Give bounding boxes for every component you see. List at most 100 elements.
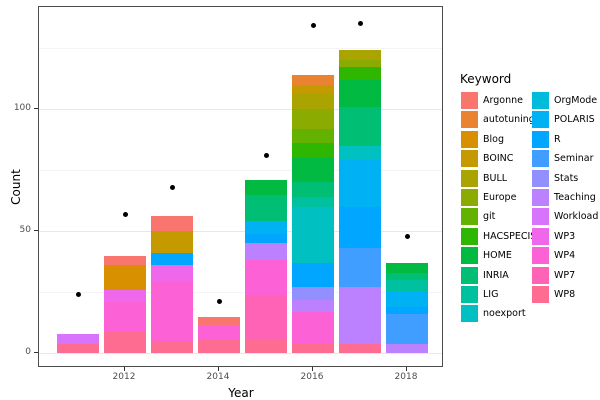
bar-2015-segment-WP8 [245, 338, 287, 354]
legend-swatch-git [461, 208, 478, 226]
bar-2016-segment-autotuning [292, 74, 334, 85]
bar-2016-segment-Teaching [292, 299, 334, 312]
legend-swatch-Teaching [532, 189, 549, 206]
point-2014 [216, 299, 222, 305]
bar-2018-segment-INRIA [386, 272, 428, 280]
legend-label-Argonne: Argonne [483, 95, 523, 106]
y-tick-label-50: 50 [19, 224, 31, 235]
gridline-major-0 [39, 353, 442, 355]
bar-2013-segment-WP4 [151, 282, 193, 342]
y-tick-mark-50 [34, 229, 38, 231]
bar-2016-segment-noexport [292, 206, 334, 263]
point-2018 [404, 233, 410, 239]
bar-2017-segment-BULL [339, 50, 381, 61]
legend-swatch-autotuning [461, 111, 478, 129]
bar-2016-segment-git [292, 128, 334, 144]
x-tick-label-2014: 2014 [206, 372, 230, 382]
legend-swatch-HOME [461, 247, 478, 265]
bar-2015-segment-WP7 [245, 294, 287, 339]
bar-2017-segment-HOME [339, 79, 381, 107]
y-tick-mark-100 [34, 107, 38, 109]
bar-2014-segment-WP8 [198, 338, 240, 354]
legend-label-Stats: Stats [554, 172, 579, 184]
y-tick-mark-0 [34, 351, 38, 353]
bar-2012-segment-WP8 [104, 331, 146, 354]
legend-label-Blog: Blog [483, 133, 504, 145]
x-tick-mark-2014 [217, 367, 219, 371]
legend-label-WP7: WP7 [554, 269, 576, 281]
bar-2017-segment-noexport [339, 145, 381, 161]
bar-2015-segment-HOME [245, 179, 287, 195]
bar-2015-segment-WP4 [245, 260, 287, 295]
legend-label-BOINC: BOINC [483, 153, 514, 165]
bar-2017-segment-POLARIS [339, 160, 381, 207]
x-tick-mark-2018 [405, 367, 407, 371]
point-2013 [169, 184, 175, 190]
legend-swatch-noexport [461, 305, 478, 323]
legend-label-WP3: WP3 [554, 230, 576, 242]
legend-label-Seminar: Seminar [554, 153, 594, 165]
legend-swatch-Stats [532, 169, 549, 187]
legend-label-WP8: WP8 [554, 289, 576, 300]
legend-swatch-Europe [461, 189, 478, 206]
gridline-major-100 [39, 109, 442, 110]
bar-2012-segment-Blog [104, 265, 146, 290]
bar-2018-segment-LIG [386, 280, 428, 293]
legend-label-POLARIS: POLARIS [554, 114, 595, 126]
bar-2016-segment-BULL [292, 94, 334, 109]
legend-label-OrgMode: OrgMode [554, 95, 598, 106]
plot-panel [38, 6, 443, 367]
bar-2017-segment-Seminar [339, 248, 381, 288]
bar-2016-segment-R [292, 262, 334, 288]
bar-2013-segment-BOINC [151, 231, 193, 254]
legend-swatch-HACSPECIS [461, 227, 478, 245]
x-tick-mark-2016 [311, 367, 313, 371]
bar-2017-segment-R [339, 206, 381, 249]
legend-swatch-WP3 [532, 227, 549, 245]
bar-2015-segment-Teaching [245, 243, 287, 261]
point-2012 [122, 211, 128, 217]
legend-swatch-LIG [461, 286, 478, 303]
gridline-major-50 [39, 231, 442, 233]
bar-2015-segment-R [245, 233, 287, 244]
bar-2013-segment-Argonne [151, 216, 193, 232]
bar-2015-segment-POLARIS [245, 221, 287, 234]
bar-2016-segment-HACSPECIS [292, 143, 334, 158]
bar-2016-segment-Stats [292, 287, 334, 300]
legend-label-BULL: BULL [483, 172, 508, 184]
bar-2017-segment-Teaching [339, 287, 381, 344]
bar-2016-segment-LIG [292, 196, 334, 207]
bar-2017-segment-Europe [339, 60, 381, 68]
bar-2017-segment-WP8 [339, 343, 381, 354]
bar-2012-segment-WP4 [104, 301, 146, 332]
legend-swatch-OrgMode [532, 92, 549, 109]
gridline-minor-125 [39, 47, 442, 49]
bar-2016-segment-BOINC [292, 84, 334, 95]
bar-2016-segment-Europe [292, 109, 334, 129]
bar-2012-segment-WP3 [104, 289, 146, 302]
legend-swatch-WP7 [532, 266, 549, 284]
legend-label-INRIA: INRIA [483, 269, 509, 281]
legend-swatch-BOINC [461, 150, 478, 168]
legend-swatch-POLARIS [532, 111, 549, 129]
legend-label-noexport: noexport [483, 308, 526, 320]
legend-swatch-Argonne [461, 92, 478, 109]
legend-label-git: git [483, 211, 496, 223]
bar-2016-segment-WP8 [292, 343, 334, 354]
legend-label-LIG: LIG [483, 289, 499, 300]
bar-2012-segment-Argonne [104, 255, 146, 266]
bar-2018-segment-R [386, 306, 428, 315]
bar-2013-segment-WP8 [151, 341, 193, 354]
x-tick-label-2012: 2012 [112, 372, 136, 382]
bar-2018-segment-Seminar [386, 314, 428, 344]
legend-label-HACSPECIS: HACSPECIS [483, 230, 537, 242]
point-2016 [310, 23, 316, 29]
y-tick-label-0: 0 [25, 346, 31, 357]
bar-2013-segment-R [151, 253, 193, 266]
bar-2014-segment-Argonne [198, 316, 240, 327]
bar-2018-segment-POLARIS [386, 292, 428, 307]
x-tick-mark-2012 [123, 367, 125, 371]
point-2015 [263, 152, 269, 158]
y-tick-label-100: 100 [13, 102, 31, 113]
